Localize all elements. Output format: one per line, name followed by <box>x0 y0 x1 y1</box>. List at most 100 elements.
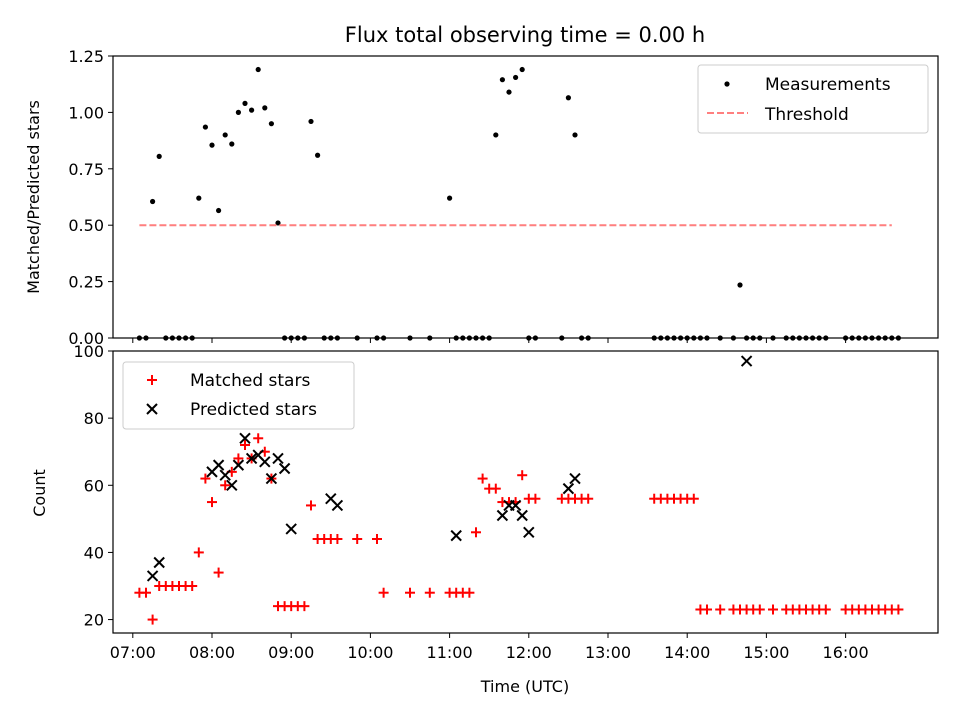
measurements-point <box>519 66 525 73</box>
matched-stars-point <box>702 604 712 615</box>
top-panel: Flux total observing time = 0.00 h 0.00 0… <box>24 23 939 348</box>
bottom-y-axis-label: Count <box>30 469 49 517</box>
bottom-x-tick-label: 10:00 <box>347 643 393 662</box>
matched-stars-point <box>583 493 594 504</box>
measurements-point <box>222 132 228 138</box>
matched-stars-point <box>213 567 224 578</box>
predicted-stars-point <box>496 509 509 522</box>
bottom-y-tick-label: 60 <box>84 476 104 495</box>
matched-stars-point <box>530 493 541 504</box>
bottom-plot-area <box>134 355 904 625</box>
bottom-x-axis-label: Time (UTC) <box>480 677 569 696</box>
legend-swatch-measurements <box>724 81 730 87</box>
measurements-point <box>156 153 162 159</box>
bottom-legend-box <box>122 361 355 430</box>
measurements-point <box>499 77 505 83</box>
bottom-x-tick-label: 12:00 <box>506 643 552 662</box>
top-y-tick-label: 0.50 <box>68 216 104 235</box>
bottom-x-tick-label: 13:00 <box>585 643 631 662</box>
bottom-x-tick-label: 15:00 <box>743 643 789 662</box>
bottom-y-tick-label: 100 <box>73 342 104 361</box>
predicted-stars-point <box>245 452 258 465</box>
measurements-point <box>229 141 235 147</box>
top-y-tick-label: 0.00 <box>68 329 104 348</box>
bottom-x-axis: 07:00 08:00 09:00 10:00 11:00 12:00 13:00 14:00… <box>110 633 869 662</box>
bottom-x-tick-label: 14:00 <box>664 643 710 662</box>
matched-stars-point <box>233 453 244 464</box>
bottom-x-tick-label: 16:00 <box>823 643 869 662</box>
measurements-point <box>737 282 743 288</box>
matched-stars-point <box>715 604 726 615</box>
matched-stars-point <box>193 547 204 558</box>
matched-stars-point <box>147 614 158 625</box>
matched-stars-point <box>299 601 310 612</box>
measurements-point <box>513 74 519 81</box>
top-x-axis <box>132 338 847 343</box>
predicted-stars-point <box>153 556 165 569</box>
matched-stars-point <box>332 534 343 544</box>
top-y-tick-label: 0.25 <box>68 273 104 292</box>
legend-label-threshold: Threshold <box>764 105 849 125</box>
predicted-stars-point <box>450 529 462 542</box>
measurements-point <box>572 132 578 138</box>
measurements-point <box>255 66 261 73</box>
matched-stars-point <box>464 587 475 598</box>
measurements-point <box>216 207 222 214</box>
top-y-tick-label: 1.00 <box>68 103 104 122</box>
matched-stars-point <box>220 480 231 491</box>
predicted-stars-point <box>239 432 251 444</box>
matched-stars-point <box>405 587 415 598</box>
measurements-point <box>493 132 499 138</box>
measurements-point <box>202 124 208 130</box>
top-legend-box <box>697 64 929 134</box>
bottom-y-axis: 20 40 60 80 100 <box>73 342 113 630</box>
predicted-stars-point <box>285 523 297 535</box>
matched-stars-point <box>141 587 151 598</box>
bottom-axes-frame <box>112 350 939 634</box>
matched-stars-point <box>517 470 528 481</box>
top-chart-title: Flux total observing time = 0.00 h <box>345 23 705 47</box>
matched-stars-point <box>352 534 363 544</box>
matched-stars-point <box>490 483 501 494</box>
predicted-stars-point <box>331 499 344 512</box>
measurements-point <box>242 100 248 106</box>
predicted-stars-point <box>226 479 238 491</box>
top-y-axis-label: Matched/Predicted stars <box>24 100 43 294</box>
matched-stars-point <box>207 497 217 508</box>
legend-swatch-matched-stars <box>147 375 157 385</box>
matched-stars-point <box>306 500 316 511</box>
matched-stars-point <box>424 587 435 598</box>
matched-stars-point <box>471 527 481 538</box>
measurements-point <box>235 109 241 115</box>
measurements-point <box>150 198 156 205</box>
predicted-stars-point <box>278 462 291 475</box>
legend-label-measurements: Measurements <box>765 75 891 95</box>
predicted-stars-point <box>212 459 225 471</box>
bottom-x-tick-label: 08:00 <box>189 643 235 662</box>
measurements-point <box>209 142 215 148</box>
matched-stars-point <box>253 433 264 444</box>
predicted-stars-point <box>516 509 528 522</box>
predicted-stars-point <box>259 456 271 468</box>
matched-stars-point <box>893 604 904 615</box>
predicted-stars-point <box>569 472 581 485</box>
matched-stars-point <box>240 440 250 450</box>
predicted-stars-point <box>265 472 278 485</box>
top-y-tick-label: 0.75 <box>68 160 104 179</box>
bottom-y-tick-label: 80 <box>84 409 104 428</box>
bottom-x-tick-label: 09:00 <box>268 643 314 662</box>
matched-stars-point <box>187 581 198 591</box>
legend-label-predicted-stars: Predicted stars <box>190 400 317 420</box>
predicted-stars-point <box>740 355 753 367</box>
measurements-point <box>196 195 202 201</box>
matched-stars-point <box>754 604 765 615</box>
predicted-stars-point <box>509 499 522 512</box>
matched-stars-point <box>378 587 389 598</box>
predicted-stars-point <box>562 482 575 495</box>
predicted-stars-point <box>146 570 159 582</box>
matched-stars-point <box>820 604 831 615</box>
bottom-y-tick-label: 20 <box>84 611 104 630</box>
predicted-stars-point <box>272 452 284 465</box>
predicted-stars-point <box>232 459 245 471</box>
